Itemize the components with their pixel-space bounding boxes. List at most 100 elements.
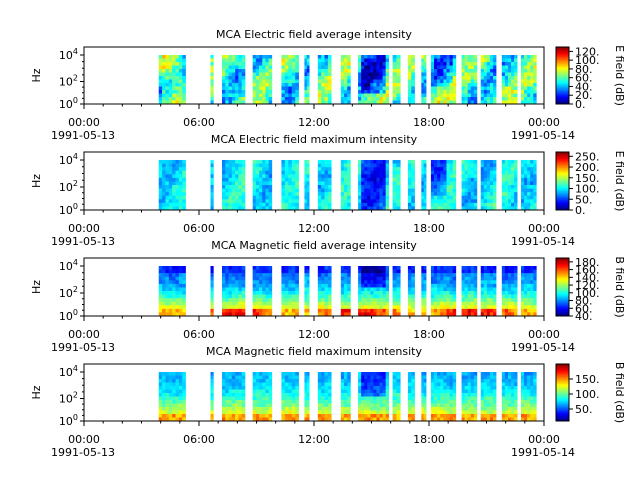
heatmap-cell xyxy=(182,86,186,91)
heatmap-cell xyxy=(480,195,485,200)
heatmap-cell xyxy=(268,170,273,175)
heatmap-cell xyxy=(449,312,454,317)
colorbar-step xyxy=(556,386,569,389)
heatmap-cell xyxy=(533,192,537,197)
heatmap-cell xyxy=(524,291,528,295)
heatmap-cell xyxy=(291,305,296,310)
heatmap-cell xyxy=(288,72,293,77)
heatmap-cell xyxy=(392,90,397,94)
heatmap-cell xyxy=(222,375,226,380)
heatmap-cell xyxy=(358,163,362,168)
heatmap-cell xyxy=(514,298,518,303)
heatmap-cell xyxy=(530,97,534,101)
heatmap-cell xyxy=(241,308,246,313)
heatmap-cell xyxy=(182,386,186,390)
heatmap-cell xyxy=(470,269,475,274)
heatmap-cell xyxy=(504,410,509,415)
heatmap-cell xyxy=(411,301,415,306)
heatmap-cell xyxy=(238,396,243,401)
colorbar-tick-label: 60. xyxy=(575,302,593,315)
heatmap-cell xyxy=(265,202,269,207)
heatmap-cell xyxy=(284,100,289,105)
heatmap-cell xyxy=(344,403,348,408)
heatmap-cell xyxy=(225,97,229,101)
heatmap-cell xyxy=(265,400,269,404)
heatmap-cell xyxy=(449,206,454,211)
heatmap-cell xyxy=(238,202,243,207)
heatmap-cell xyxy=(511,389,515,394)
heatmap-cell xyxy=(480,294,485,299)
heatmap-cell xyxy=(288,69,293,73)
heatmap-cell xyxy=(182,372,186,376)
heatmap-cell xyxy=(521,72,525,77)
heatmap-cell xyxy=(235,417,239,422)
heatmap-cell xyxy=(241,400,246,404)
heatmap-cell xyxy=(452,79,457,84)
heatmap-cell xyxy=(480,273,485,278)
colorbar-tick-label: 0. xyxy=(575,98,586,111)
heatmap-cell xyxy=(321,301,325,306)
heatmap-cell xyxy=(437,86,441,91)
heatmap-cell xyxy=(162,72,166,77)
heatmap-cell xyxy=(527,393,531,397)
heatmap-cell xyxy=(265,372,269,376)
heatmap-cell xyxy=(449,283,454,288)
heatmap-cell xyxy=(473,386,478,390)
colorbar-tick-label: 120. xyxy=(575,45,600,58)
heatmap-cell xyxy=(480,72,485,77)
heatmap-cell xyxy=(225,202,229,207)
heatmap-cell xyxy=(317,269,322,274)
heatmap-cell xyxy=(480,308,485,313)
heatmap-cell xyxy=(521,181,525,186)
heatmap-cell xyxy=(461,291,465,295)
heatmap-cell xyxy=(235,375,239,380)
heatmap-cell xyxy=(483,414,488,418)
heatmap-cell xyxy=(225,167,229,172)
heatmap-cell xyxy=(524,280,528,285)
heatmap-cell xyxy=(344,199,348,204)
heatmap-cell xyxy=(228,276,233,281)
heatmap-cell xyxy=(165,396,170,401)
heatmap-cell xyxy=(182,65,186,70)
heatmap-cell xyxy=(470,375,475,380)
colorbar-tick-label: 50. xyxy=(575,403,593,416)
heatmap-cell xyxy=(225,287,229,292)
heatmap-cell xyxy=(347,170,351,175)
heatmap-cell xyxy=(385,185,390,189)
heatmap-cell xyxy=(327,287,332,292)
heatmap-cell xyxy=(262,58,266,63)
heatmap-cell xyxy=(483,298,488,303)
heatmap-cell xyxy=(486,396,491,401)
colorbar-step xyxy=(556,59,569,62)
heatmap-cell xyxy=(514,396,518,401)
heatmap-cell xyxy=(324,407,329,411)
heatmap-cell xyxy=(483,273,488,278)
heatmap-cell xyxy=(172,93,176,98)
heatmap-cell xyxy=(340,375,345,380)
heatmap-cell xyxy=(321,312,325,317)
heatmap-cell xyxy=(241,100,246,105)
heatmap-cell xyxy=(461,301,465,306)
heatmap-cell xyxy=(521,386,525,390)
heatmap-cell xyxy=(483,308,488,313)
heatmap-cell xyxy=(304,195,308,200)
heatmap-cell xyxy=(507,294,512,299)
heatmap-cell xyxy=(514,100,518,105)
heatmap-cell xyxy=(252,195,257,200)
colorbar-tick-label: 40. xyxy=(575,310,593,323)
heatmap-cell xyxy=(178,76,183,80)
heatmap-cell xyxy=(327,170,332,175)
heatmap-cell xyxy=(288,93,293,98)
heatmap-cell xyxy=(530,55,534,59)
heatmap-cell xyxy=(358,372,362,376)
heatmap-cell xyxy=(373,417,377,422)
heatmap-cell xyxy=(411,372,415,376)
colorbar-step xyxy=(556,385,569,388)
heatmap-cell xyxy=(493,396,497,401)
heatmap-cell xyxy=(210,69,214,73)
heatmap-cell xyxy=(178,266,183,270)
heatmap-cell xyxy=(259,195,263,200)
heatmap-cell xyxy=(493,181,497,186)
heatmap-cell xyxy=(480,83,485,87)
heatmap-cell xyxy=(467,206,472,211)
